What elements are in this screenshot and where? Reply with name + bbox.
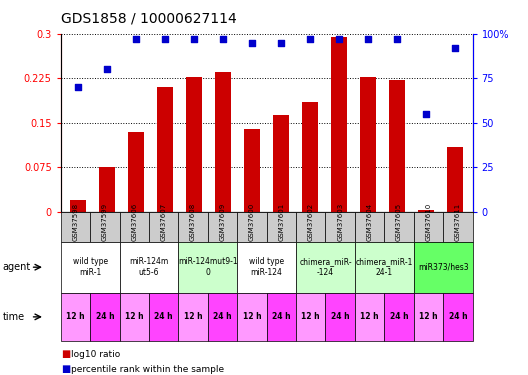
Bar: [389, 80, 405, 212]
Text: 12 h: 12 h: [360, 312, 379, 321]
Point: [451, 45, 459, 51]
Text: wild type
miR-1: wild type miR-1: [72, 258, 108, 277]
Point: [364, 36, 372, 42]
Text: 12 h: 12 h: [419, 312, 438, 321]
Text: GSM37607: GSM37607: [161, 202, 167, 241]
Text: 12 h: 12 h: [66, 312, 84, 321]
Text: ■: ■: [61, 350, 70, 359]
Point: [393, 36, 401, 42]
Text: time: time: [3, 312, 25, 322]
Point: [422, 111, 430, 117]
Text: GSM37598: GSM37598: [72, 202, 79, 241]
Text: 12 h: 12 h: [301, 312, 320, 321]
Text: GSM37608: GSM37608: [190, 202, 196, 241]
Text: GSM37609: GSM37609: [220, 202, 225, 241]
Point: [219, 36, 228, 42]
Text: percentile rank within the sample: percentile rank within the sample: [71, 365, 224, 374]
Text: GDS1858 / 10000627114: GDS1858 / 10000627114: [61, 11, 237, 25]
Text: miR373/hes3: miR373/hes3: [418, 263, 468, 272]
Text: GSM37599: GSM37599: [102, 202, 108, 241]
Bar: [128, 132, 144, 212]
Point: [103, 66, 111, 72]
Bar: [215, 72, 231, 212]
Text: GSM37610: GSM37610: [426, 202, 431, 241]
Text: miR-124mut9-1
0: miR-124mut9-1 0: [178, 258, 238, 277]
Text: 24 h: 24 h: [213, 312, 232, 321]
Bar: [186, 76, 202, 212]
Point: [190, 36, 199, 42]
Bar: [157, 87, 173, 212]
Text: GSM37603: GSM37603: [337, 202, 343, 241]
Text: ■: ■: [61, 364, 70, 374]
Text: 24 h: 24 h: [154, 312, 173, 321]
Text: agent: agent: [3, 262, 31, 272]
Text: chimera_miR-1
24-1: chimera_miR-1 24-1: [356, 258, 413, 277]
Bar: [99, 167, 115, 212]
Text: GSM37602: GSM37602: [308, 202, 314, 241]
Bar: [244, 129, 260, 212]
Point: [132, 36, 140, 42]
Text: 24 h: 24 h: [449, 312, 467, 321]
Text: GSM37606: GSM37606: [131, 202, 137, 241]
Point: [248, 40, 257, 46]
Text: GSM37605: GSM37605: [396, 202, 402, 241]
Bar: [273, 115, 289, 212]
Text: log10 ratio: log10 ratio: [71, 350, 120, 359]
Point: [335, 36, 343, 42]
Text: 12 h: 12 h: [184, 312, 202, 321]
Bar: [360, 76, 376, 212]
Bar: [447, 147, 463, 212]
Point: [306, 36, 314, 42]
Text: 24 h: 24 h: [96, 312, 114, 321]
Bar: [331, 37, 347, 212]
Text: wild type
miR-124: wild type miR-124: [249, 258, 284, 277]
Point: [74, 84, 82, 90]
Text: 12 h: 12 h: [125, 312, 144, 321]
Text: 24 h: 24 h: [390, 312, 408, 321]
Bar: [70, 200, 86, 212]
Text: 24 h: 24 h: [272, 312, 290, 321]
Text: miR-124m
ut5-6: miR-124m ut5-6: [129, 258, 168, 277]
Text: chimera_miR-
-124: chimera_miR- -124: [299, 258, 352, 277]
Text: 24 h: 24 h: [331, 312, 350, 321]
Text: GSM37601: GSM37601: [278, 202, 285, 241]
Point: [277, 40, 285, 46]
Text: 12 h: 12 h: [243, 312, 261, 321]
Bar: [302, 102, 318, 212]
Bar: [418, 210, 434, 212]
Text: GSM37604: GSM37604: [366, 202, 373, 241]
Text: GSM37600: GSM37600: [249, 202, 255, 241]
Point: [161, 36, 169, 42]
Text: GSM37611: GSM37611: [455, 202, 461, 241]
